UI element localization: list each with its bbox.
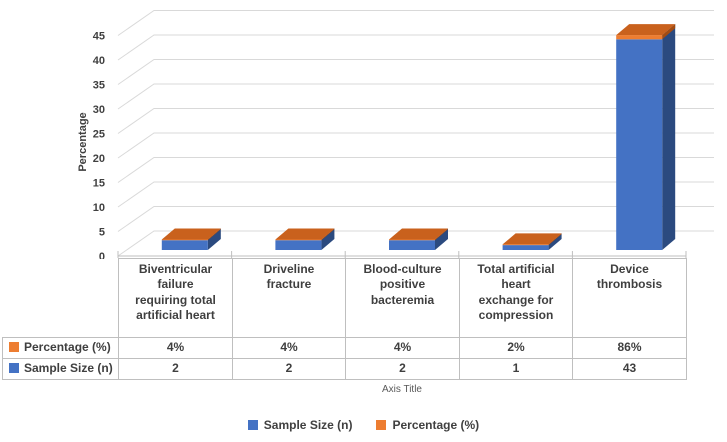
y-tick-label-0: 0: [99, 251, 105, 262]
value-cell-percentage-biventricular-failure-requiring-total-artificial-heart: 4%: [118, 337, 233, 359]
value-cell-sample-size-n-device-thrombosis: 43: [572, 358, 687, 380]
y-tick-label-10: 10: [93, 202, 105, 214]
value-cell-percentage-blood-culture-positive-bacteremia: 4%: [345, 337, 460, 359]
gridline-10: [117, 181, 714, 208]
y-tick-label-20: 20: [93, 153, 105, 165]
y-tick-label-5: 5: [99, 227, 105, 239]
value-cell-percentage-driveline-fracture: 4%: [232, 337, 346, 359]
legend-swatch-icon: [376, 420, 387, 430]
bar-side-face-orange: [435, 228, 448, 241]
legend-swatch-icon: [247, 420, 258, 430]
bar-front-sample-size: [275, 240, 322, 250]
chart-legend: Sample Size (n) Percentage (%): [0, 418, 727, 432]
bar-side-face: [548, 233, 562, 250]
gridline-40: [117, 34, 714, 61]
y-tick-label-35: 35: [93, 80, 105, 92]
y-tick-label-30: 30: [93, 104, 105, 116]
bar-total-artificial-heart-exchange-for-compression: [502, 233, 562, 250]
gridline-0: [117, 230, 714, 257]
y-tick-label-15: 15: [93, 178, 105, 190]
bar-front-percentage: [502, 244, 549, 246]
bar-side-face-orange: [321, 228, 335, 241]
bar-side-face: [207, 228, 221, 250]
bar-front-sample-size: [616, 39, 663, 250]
table-corner-cell: [2, 258, 119, 338]
gridline-30: [117, 83, 714, 110]
bar-driveline-fracture: [275, 228, 335, 250]
gridline-35: [117, 59, 714, 85]
bar-side-face: [435, 228, 448, 250]
gridline-5: [117, 206, 714, 232]
bar-front-percentage: [161, 239, 208, 241]
value-cell-sample-size-n-biventricular-failure-requiring-total-artificial-heart: 2: [118, 358, 233, 380]
table-row-sample-size-n: Sample Size (n) 2 2 2 1 43: [2, 358, 687, 380]
bar-biventricular-failure-requiring-total-artificial-heart: [161, 228, 221, 250]
table-row-percentage: Percentage (%) 4% 4% 4% 2% 86%: [2, 337, 687, 359]
bar-top-face: [502, 233, 562, 245]
x-axis-title: Axis Title: [381, 384, 422, 395]
row-label-percentage: Percentage (%): [2, 337, 119, 359]
category-header-blood-culture-positive-bacteremia: Blood-culture positive bacteremia: [345, 258, 460, 338]
legend-label: Sample Size (n): [263, 418, 353, 432]
chart-data-table: Biventricular failure requiring total ar…: [2, 258, 687, 380]
bar-top-face: [616, 24, 676, 36]
bar-front-percentage: [389, 239, 435, 241]
y-tick-label-40: 40: [93, 55, 105, 67]
bar-device-thrombosis: [616, 24, 676, 251]
gridline-15: [117, 157, 714, 183]
bar-top-face: [275, 228, 335, 240]
bar-front-percentage: [616, 35, 663, 40]
bar-front-sample-size: [502, 245, 549, 250]
bar-side-face-orange: [207, 228, 221, 241]
y-axis-title: Percentage: [77, 112, 89, 171]
value-cell-sample-size-n-blood-culture-positive-bacteremia: 2: [345, 358, 460, 380]
legend-item-percentage: Percentage (%): [376, 418, 479, 432]
legend-label: Percentage (%): [392, 418, 480, 432]
bar-side-face: [321, 228, 335, 250]
bar-top-face: [389, 228, 448, 240]
bar-side-face-orange: [548, 233, 562, 246]
bar-front-sample-size: [389, 240, 435, 250]
value-cell-sample-size-n-driveline-fracture: 2: [232, 358, 346, 380]
series-swatch-icon: [9, 342, 19, 353]
value-cell-sample-size-n-total-artificial-heart-exchange-for-compression: 1: [459, 358, 573, 380]
y-tick-label-45: 45: [93, 31, 105, 43]
category-header-device-thrombosis: Device thrombosis: [572, 258, 687, 338]
row-label-sample-size-n: Sample Size (n): [2, 358, 119, 380]
gridline-45: [117, 10, 714, 36]
legend-item-sample-size-n: Sample Size (n): [247, 418, 353, 432]
category-header-biventricular-failure-requiring-total-artificial-heart: Biventricular failure requiring total ar…: [118, 258, 233, 338]
gridline-25: [117, 108, 714, 134]
category-header-total-artificial-heart-exchange-for-compression: Total artificial heart exchange for comp…: [459, 258, 573, 338]
table-header-row: Biventricular failure requiring total ar…: [2, 258, 687, 338]
bar-side-face-orange: [662, 24, 676, 40]
y-tick-label-25: 25: [93, 129, 105, 141]
bar-chart-plot: 0 5 10 15 20 25 30 35 40 45 Percentage: [77, 10, 714, 262]
bar-blood-culture-positive-bacteremia: [389, 228, 448, 250]
bar-front-sample-size: [161, 240, 208, 250]
category-header-driveline-fracture: Driveline fracture: [232, 258, 346, 338]
bar-side-face: [662, 24, 676, 251]
gridline-20: [117, 132, 714, 159]
value-cell-percentage-total-artificial-heart-exchange-for-compression: 2%: [459, 337, 573, 359]
value-cell-percentage-device-thrombosis: 86%: [572, 337, 687, 359]
bar-top-face: [161, 228, 221, 240]
bar-front-percentage: [275, 239, 322, 241]
series-swatch-icon: [9, 363, 19, 374]
